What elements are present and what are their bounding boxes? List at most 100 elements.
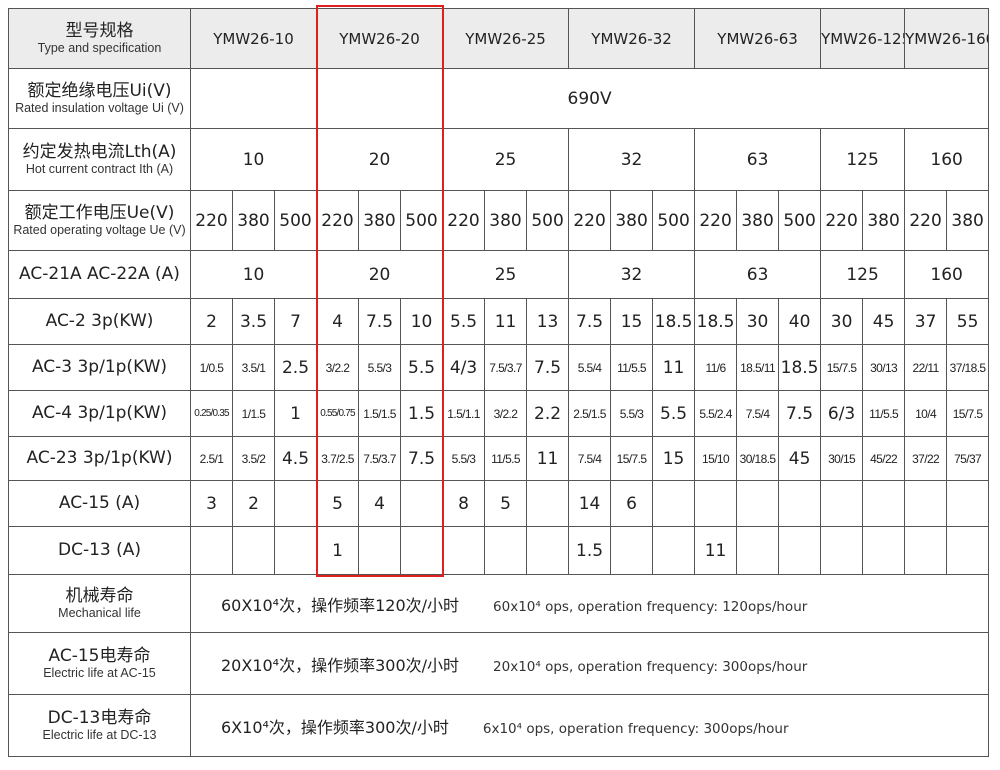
row-label: 机械寿命 Mechanical life: [8, 574, 191, 633]
voltage-value: 500: [400, 190, 444, 251]
rating-value: 22/11: [904, 344, 948, 391]
rating-value: 75/37: [946, 436, 990, 481]
rating-value: [862, 526, 906, 575]
rating-value: [778, 480, 822, 527]
rating-row: AC-3 3p/1p(KW) 1/0.5 3.5/1 2.5 3/2.2 5.5/3 5.5…: [8, 344, 990, 391]
rating-value: [526, 480, 570, 527]
row-label: AC-2 3p(KW): [8, 298, 191, 345]
rating-value: 5.5/3: [442, 436, 486, 481]
rating-value: [652, 480, 696, 527]
rating-value: [273, 480, 318, 527]
rating-value: [442, 526, 486, 575]
thermal-value: 160: [904, 128, 990, 191]
label-zh: AC-4 3p/1p(KW): [31, 403, 168, 424]
rating-row: DC-13 (A) 1 1.5 11: [8, 526, 990, 575]
rating-value: 3.5/1: [232, 344, 275, 391]
rating-value: 5.5/3: [610, 390, 654, 437]
row-label: DC-13 (A): [8, 526, 191, 575]
rating-value: 15/7.5: [820, 344, 864, 391]
row-label: AC-3 3p/1p(KW): [8, 344, 191, 391]
life-value: 60X10⁴次，操作频率120次/小时 60x10⁴ ops, operation…: [189, 574, 990, 633]
rating-value: 3/2.2: [484, 390, 528, 437]
rating-value: [232, 526, 275, 575]
spec-table: 型号规格 Type and specification YMW26-10 YMW26-…: [8, 8, 990, 757]
spec-table-container: 型号规格 Type and specification YMW26-10 YMW26-…: [8, 8, 990, 757]
voltage-value: 500: [273, 190, 318, 251]
rating-value: 5: [484, 480, 528, 527]
rating-value: [400, 480, 444, 527]
label-en: Rated operating voltage Ue (V): [13, 223, 186, 238]
ac21-value: 63: [694, 250, 822, 299]
rating-value: 5.5/4: [568, 344, 612, 391]
row-label: 型号规格 Type and specification: [8, 8, 191, 69]
label-zh: AC-3 3p/1p(KW): [31, 357, 168, 378]
rating-value: 15/10: [694, 436, 738, 481]
rating-value: [778, 526, 822, 575]
row-label: DC-13电寿命 Electric life at DC-13: [8, 694, 191, 757]
thermal-value: 32: [568, 128, 696, 191]
life-text-en: 60x10⁴ ops, operation frequency: 120ops/…: [493, 598, 808, 615]
model-header: YMW26-63: [694, 8, 822, 69]
rating-value: 7.5: [358, 298, 402, 345]
rating-value: [484, 526, 528, 575]
label-en: Mechanical life: [58, 606, 141, 621]
voltage-value: 500: [778, 190, 822, 251]
label-zh: 约定发热电流Lth(A): [22, 141, 177, 162]
rating-value: 10: [400, 298, 444, 345]
voltage-value: 380: [484, 190, 528, 251]
rating-value: 4: [316, 298, 360, 345]
rating-value: 7.5/4: [568, 436, 612, 481]
rating-value: 11/5.5: [484, 436, 528, 481]
rating-row: AC-4 3p/1p(KW) 0.25/0.35 1/1.5 1 0.55/0.75 1.…: [8, 390, 990, 437]
rating-value: 11: [526, 436, 570, 481]
row-label: AC-15电寿命 Electric life at AC-15: [8, 632, 191, 695]
rating-value: 2.5: [273, 344, 318, 391]
rating-value: [736, 526, 780, 575]
rating-value: [652, 526, 696, 575]
header-row: 型号规格 Type and specification YMW26-10 YMW26-…: [8, 8, 990, 69]
voltage-value: 380: [946, 190, 990, 251]
rating-value: 5.5: [400, 344, 444, 391]
label-zh: 额定绝缘电压Ui(V): [27, 80, 172, 101]
rating-value: 1/0.5: [190, 344, 233, 391]
rating-value: [273, 526, 318, 575]
rating-value: 4.5: [273, 436, 318, 481]
rating-value: 18.5/11: [736, 344, 780, 391]
rating-value: 14: [568, 480, 612, 527]
rating-value: 2.5/1: [190, 436, 233, 481]
life-row: AC-15电寿命 Electric life at AC-15 20X10⁴次，操作…: [8, 632, 990, 695]
rating-value: 3.5: [232, 298, 275, 345]
rating-value: 37/22: [904, 436, 948, 481]
label-zh: AC-23 3p/1p(KW): [26, 448, 173, 469]
rating-value: 10/4: [904, 390, 948, 437]
insulation-value: 690V: [189, 68, 990, 129]
rating-value: 1/1.5: [232, 390, 275, 437]
rating-row: AC-2 3p(KW) 2 3.5 7 4 7.5 10 5.5 11 13 7.5 15 18.5 18…: [8, 298, 990, 345]
rating-value: 15: [610, 298, 654, 345]
label-zh: AC-2 3p(KW): [45, 311, 154, 332]
rating-value: 45/22: [862, 436, 906, 481]
rating-value: 2.5/1.5: [568, 390, 612, 437]
rating-value: 30/15: [820, 436, 864, 481]
rating-value: [190, 526, 233, 575]
rating-value: 13: [526, 298, 570, 345]
rating-value: [610, 526, 654, 575]
rating-value: 0.55/0.75: [316, 390, 360, 437]
rating-value: [820, 480, 864, 527]
rating-value: 7.5/3.7: [358, 436, 402, 481]
insulation-row: 额定绝缘电压Ui(V) Rated insulation voltage Ui (…: [8, 68, 990, 129]
rating-value: 30: [820, 298, 864, 345]
rating-value: [946, 526, 990, 575]
life-value: 20X10⁴次，操作频率300次/小时 20x10⁴ ops, operation…: [189, 632, 990, 695]
voltage-value: 220: [568, 190, 612, 251]
thermal-value: 63: [694, 128, 822, 191]
thermal-value: 10: [189, 128, 318, 191]
rating-value: 45: [778, 436, 822, 481]
rating-value: [736, 480, 780, 527]
model-header: YMW26-125: [820, 8, 906, 69]
rating-row: AC-23 3p/1p(KW) 2.5/1 3.5/2 4.5 3.7/2.5 7.5/3…: [8, 436, 990, 481]
label-en: Electric life at DC-13: [42, 728, 157, 743]
label-zh: DC-13电寿命: [47, 707, 152, 728]
rating-value: [862, 480, 906, 527]
rating-value: 1.5/1.1: [442, 390, 486, 437]
